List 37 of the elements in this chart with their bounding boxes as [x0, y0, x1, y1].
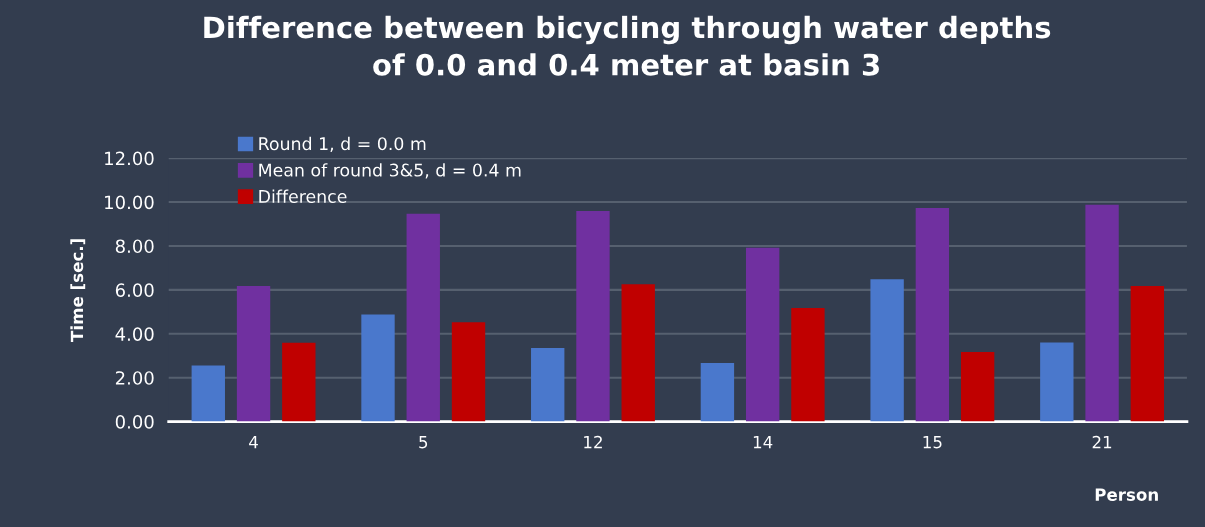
legend-label: Mean of round 3&5, d = 0.4 m [259, 163, 521, 179]
bar [1040, 342, 1074, 422]
bar [451, 322, 486, 422]
legend-label: Difference [259, 189, 347, 203]
bar [361, 314, 395, 422]
legend-label: Round 1, d = 0.0 m [259, 136, 426, 153]
bar [700, 362, 735, 422]
bar [406, 213, 440, 422]
bar [531, 348, 565, 422]
y-tick-label: 12.00 [105, 151, 154, 166]
bar [236, 285, 271, 422]
bar [1085, 204, 1119, 422]
bar [621, 284, 655, 422]
bar [870, 279, 904, 422]
bar [1130, 286, 1165, 422]
chart-title: Difference between bicycling through water depths of 0.0 and 0.4 meter at basin 3 [204, 15, 1051, 76]
bar [791, 308, 825, 422]
y-tick-label: 10.00 [105, 195, 154, 210]
x-tick-label: 12 [584, 435, 602, 449]
x-tick-label: 15 [923, 436, 942, 449]
bar [915, 207, 950, 422]
x-tick-label: 4 [249, 436, 258, 449]
x-tick-label: 14 [753, 436, 773, 449]
y-tick-label: 4.00 [115, 327, 154, 341]
y-tick-label: 6.00 [115, 283, 154, 297]
x-tick-label: 5 [419, 436, 428, 449]
y-tick-label: 2.00 [115, 371, 154, 385]
bar [960, 351, 995, 422]
y-tick-label: 8.00 [115, 239, 154, 254]
bar [745, 247, 780, 422]
bar [282, 342, 316, 422]
y-tick-label: 0.00 [115, 415, 154, 429]
x-axis-title: Person [1095, 488, 1158, 501]
y-axis-title: Time [sec.] [70, 239, 86, 342]
bar [191, 365, 225, 422]
x-tick-label: 21 [1092, 435, 1112, 449]
bar [576, 211, 610, 422]
